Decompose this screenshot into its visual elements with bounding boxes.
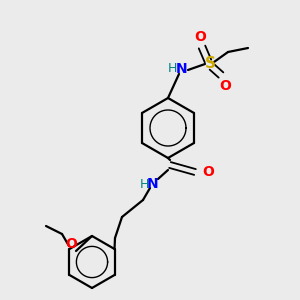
Text: S: S: [205, 56, 215, 71]
Text: O: O: [194, 30, 206, 44]
Text: N: N: [176, 62, 188, 76]
Text: O: O: [219, 79, 231, 93]
Text: O: O: [65, 237, 77, 251]
Text: H: H: [167, 62, 177, 76]
Text: N: N: [147, 177, 159, 191]
Text: H: H: [139, 178, 149, 190]
Text: O: O: [202, 165, 214, 179]
